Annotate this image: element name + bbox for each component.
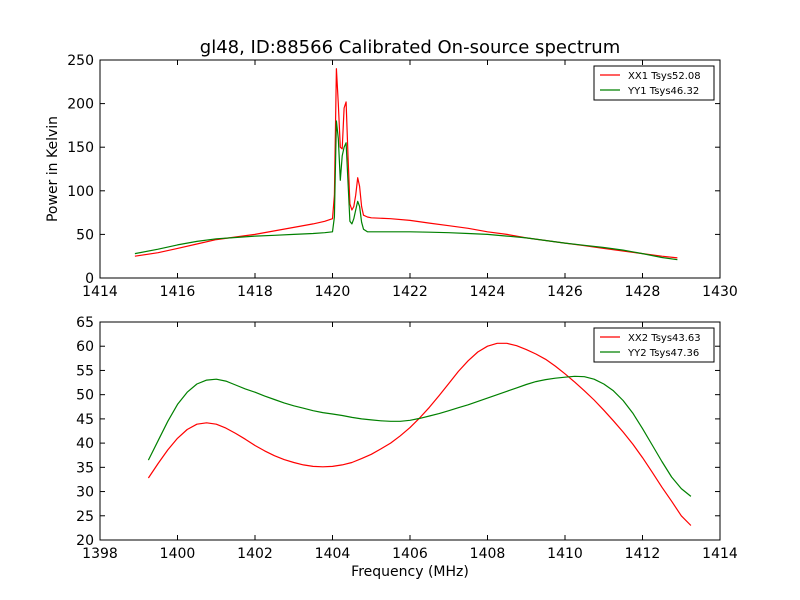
y-tick-label: 200 (67, 97, 94, 113)
x-tick-label: 1402 (237, 546, 273, 562)
bottom-spectrum-panel: 1398 1400 1402 1404 1406 1408 1410 1412 1414 20 25… (76, 315, 738, 580)
x-tick-label: 1414 (702, 546, 738, 562)
legend-label-2: YY2 Tsys47.36 (627, 348, 699, 359)
x-tick-label: 1430 (702, 284, 738, 300)
y-axis-label: Power in Kelvin (45, 116, 61, 222)
y-tick-label: 40 (76, 436, 94, 452)
x-tick-label: 1400 (160, 546, 196, 562)
legend-label-2: YY1 Tsys46.32 (627, 86, 699, 97)
x-tick-label: 1398 (82, 546, 118, 562)
x-tick-label: 1420 (315, 284, 351, 300)
y-tick-label: 20 (76, 533, 94, 549)
x-tick-label: 1410 (547, 546, 583, 562)
y-tick-label: 50 (76, 227, 94, 243)
legend: XX1 Tsys52.08 YY1 Tsys46.32 (593, 65, 715, 101)
y-tick-label: 30 (76, 485, 94, 501)
y-tick-label: 100 (67, 184, 94, 200)
figure-title: gl48, ID:88566 Calibrated On-source spec… (200, 37, 620, 58)
x-tick-label: 1416 (160, 284, 196, 300)
x-tick-label: 1418 (237, 284, 273, 300)
x-tick-label: 1414 (82, 284, 118, 300)
y-tick-label: 65 (76, 315, 94, 331)
y-tick-label: 150 (67, 140, 94, 156)
y-tick-label: 35 (76, 460, 94, 476)
x-tick-label: 1404 (315, 546, 351, 562)
x-tick-label: 1412 (625, 546, 661, 562)
legend-box (593, 65, 715, 101)
x-tick-label: 1406 (392, 546, 428, 562)
y-tick-label: 60 (76, 339, 94, 355)
x-tick-label: 1426 (547, 284, 583, 300)
legend-label-1: XX1 Tsys52.08 (628, 71, 701, 82)
y-tick-label: 0 (85, 271, 94, 287)
x-tick-label: 1408 (470, 546, 506, 562)
series-line-2-2 (147, 375, 692, 497)
x-tick-label: 1428 (625, 284, 661, 300)
series-line-1-2 (134, 120, 678, 261)
y-tick-label: 250 (67, 53, 94, 69)
legend-box (593, 327, 715, 363)
legend-label-1: XX2 Tsys43.63 (628, 333, 701, 344)
x-tick-label: 1424 (470, 284, 506, 300)
y-tick-label: 55 (76, 363, 94, 379)
legend: XX2 Tsys43.63 YY2 Tsys47.36 (593, 327, 715, 363)
x-tick-label: 1422 (392, 284, 428, 300)
y-tick-label: 50 (76, 388, 94, 404)
top-spectrum-panel: 1414 1416 1418 1420 1422 1424 1426 1428 1430 0 50 1… (45, 53, 738, 300)
x-axis-label: Frequency (MHz) (351, 564, 469, 580)
y-tick-label: 25 (76, 509, 94, 525)
y-tick-label: 45 (76, 412, 94, 428)
